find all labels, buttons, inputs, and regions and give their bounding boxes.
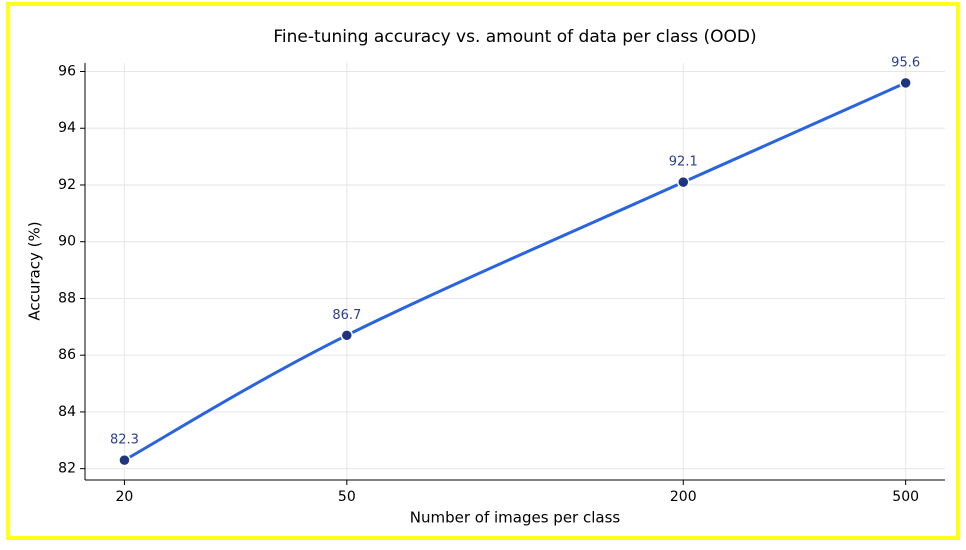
y-tick-label: 86	[58, 347, 76, 363]
plot: 82.3 86.7 92.1 95.6	[110, 55, 920, 467]
marker	[899, 76, 912, 90]
data-label: 95.6	[891, 55, 920, 70]
y-tick-label: 94	[58, 120, 76, 136]
y-tick-label: 90	[58, 234, 76, 250]
x-tick-label: 500	[892, 489, 919, 505]
y-axis-label: Accuracy (%)	[26, 221, 44, 320]
y-tick-label: 82	[58, 461, 76, 477]
data-label: 86.7	[332, 308, 361, 323]
data-label: 92.1	[669, 155, 698, 170]
marker	[677, 175, 690, 189]
y-tick-label: 92	[58, 177, 76, 193]
y-tick-label: 88	[58, 290, 76, 306]
x-tick-label: 20	[116, 489, 134, 505]
marker	[118, 453, 131, 467]
x-tick-label: 200	[670, 489, 697, 505]
y-tick-label: 96	[58, 64, 76, 80]
data-label: 82.3	[110, 433, 139, 448]
x-axis-label: Number of images per class	[410, 509, 621, 527]
chart-title: Fine-tuning accuracy vs. amount of data …	[273, 27, 756, 47]
marker	[340, 329, 354, 342]
x-tick-label: 50	[338, 489, 356, 505]
grid: 82 84 86 88 90 92 94 96 20 50 200 500	[58, 63, 945, 505]
y-tick-label: 84	[58, 404, 76, 420]
line	[123, 81, 907, 462]
